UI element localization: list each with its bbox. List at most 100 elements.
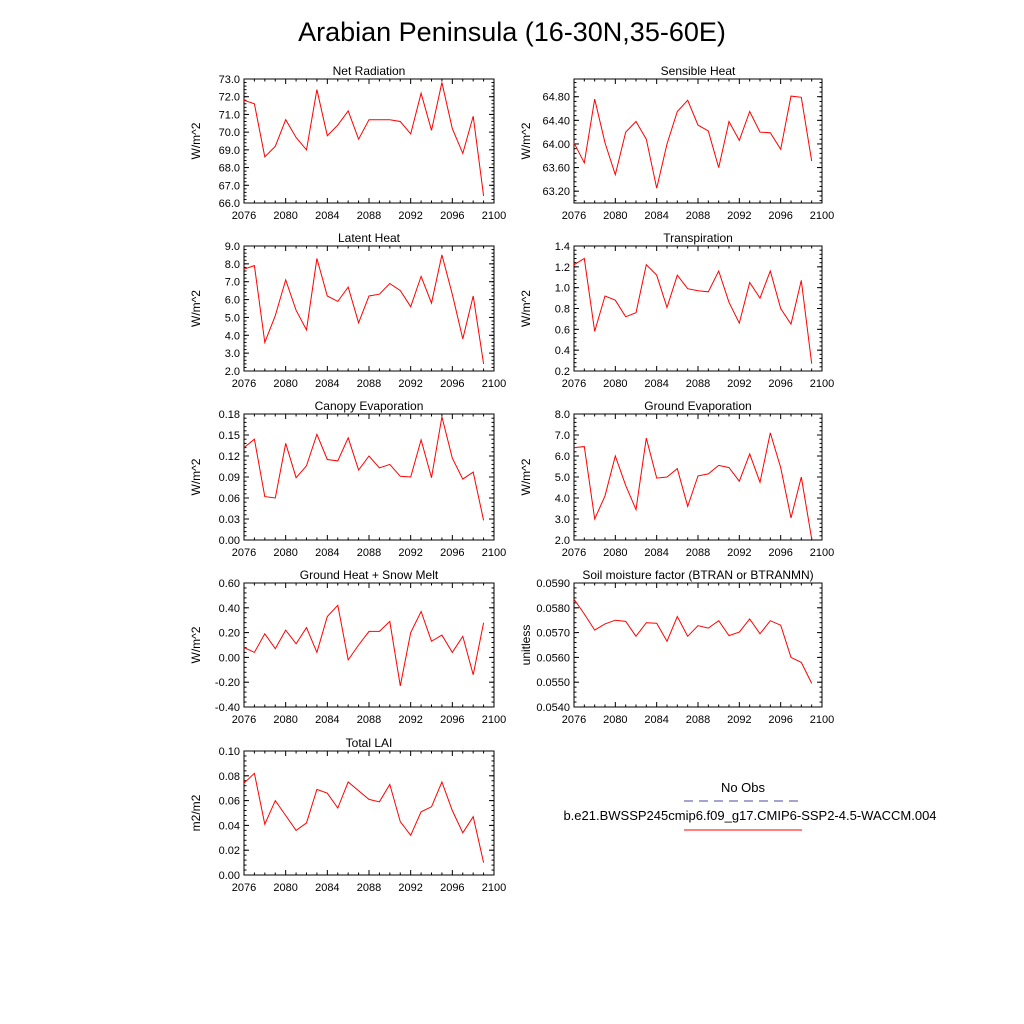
x-tick-label: 2084 [315, 882, 339, 894]
x-tick-label: 2088 [357, 378, 381, 390]
x-tick-label: 2096 [768, 547, 792, 559]
y-tick-label: 0.15 [219, 430, 240, 442]
x-tick-label: 2088 [686, 210, 710, 222]
y-tick-label: 6.0 [225, 295, 240, 307]
x-tick-label: 2076 [562, 547, 586, 559]
x-tick-label: 2088 [686, 547, 710, 559]
x-tick-label: 2084 [644, 378, 668, 390]
y-tick-label: 71.0 [219, 109, 240, 121]
x-tick-label: 2080 [603, 714, 627, 726]
y-tick-label: 0.06 [219, 796, 240, 808]
y-tick-label: 8.0 [555, 409, 570, 421]
x-tick-label: 2096 [440, 882, 464, 894]
y-tick-label: 7.0 [225, 277, 240, 289]
x-tick-label: 2100 [810, 210, 834, 222]
y-tick-label: 5.0 [225, 312, 240, 324]
y-tick-label: 0.10 [219, 746, 240, 758]
panel-2: Latent Heat W/m^2 2076 2080 2084 2088 2092 2096… [189, 231, 506, 390]
panel-title: Ground Heat + Snow Melt [300, 568, 439, 582]
y-tick-label: 66.0 [219, 198, 240, 210]
x-tick-label: 2080 [603, 210, 627, 222]
panels: Net Radiation W/m^2 2076 2080 2084 2088 2092 20… [189, 64, 834, 894]
x-tick-label: 2092 [727, 210, 751, 222]
x-tick-label: 2088 [686, 714, 710, 726]
y-tick-label: -0.40 [215, 702, 240, 714]
series-line [243, 772, 485, 863]
y-axis-label: W/m^2 [189, 626, 203, 663]
y-tick-label: 64.80 [542, 92, 570, 104]
y-tick-label: 64.40 [542, 115, 570, 127]
series-line [243, 82, 485, 196]
y-tick-label: 0.0570 [536, 628, 570, 640]
x-tick-label: 2076 [562, 714, 586, 726]
panel-title: Sensible Heat [661, 64, 736, 78]
x-tick-label: 2092 [398, 714, 422, 726]
y-tick-label: 0.8 [555, 304, 570, 316]
y-tick-label: 4.0 [225, 330, 240, 342]
panel-title: Transpiration [663, 231, 733, 245]
y-tick-label: 4.0 [555, 493, 570, 505]
x-tick-label: 2092 [727, 714, 751, 726]
x-tick-label: 2096 [768, 378, 792, 390]
x-tick-label: 2096 [440, 547, 464, 559]
x-tick-label: 2100 [810, 378, 834, 390]
y-tick-label: -0.20 [215, 677, 240, 689]
y-tick-label: 3.0 [555, 514, 570, 526]
y-tick-label: 0.60 [219, 578, 240, 590]
y-axis-label: W/m^2 [519, 458, 533, 495]
x-tick-label: 2080 [603, 547, 627, 559]
panel-title: Net Radiation [333, 64, 406, 78]
y-tick-label: 0.18 [219, 409, 240, 421]
x-tick-label: 2084 [315, 547, 339, 559]
y-tick-label: 69.0 [219, 145, 240, 157]
panel-0: Net Radiation W/m^2 2076 2080 2084 2088 2092 20… [189, 64, 506, 222]
y-tick-label: 0.20 [219, 628, 240, 640]
plot-frame [243, 78, 495, 204]
y-tick-label: 1.2 [555, 262, 570, 274]
x-tick-label: 2096 [768, 210, 792, 222]
y-tick-label: 8.0 [225, 259, 240, 271]
x-tick-label: 2076 [232, 210, 256, 222]
series-line [243, 254, 485, 364]
series-line [573, 257, 813, 364]
x-tick-label: 2084 [644, 210, 668, 222]
plot-frame [243, 582, 495, 708]
y-tick-label: 0.0550 [536, 677, 570, 689]
panel-7: Soil moisture factor (BTRAN or BTRANMN) u… [519, 568, 834, 726]
x-tick-label: 2076 [232, 547, 256, 559]
x-tick-label: 2080 [273, 714, 297, 726]
y-tick-label: 63.20 [542, 186, 570, 198]
plot-frame [243, 750, 495, 876]
panel-4: Canopy Evaporation W/m^2 2076 2080 2084 2088 2… [189, 399, 506, 559]
panel-title: Total LAI [346, 736, 393, 750]
plot-frame [243, 245, 495, 372]
y-tick-label: 64.00 [542, 139, 570, 151]
y-tick-label: 9.0 [225, 241, 240, 253]
panel-3: Transpiration W/m^2 2076 2080 2084 2088 2092 20… [519, 231, 834, 390]
x-tick-label: 2080 [273, 547, 297, 559]
y-axis-label: unitless [519, 625, 533, 666]
y-tick-label: 0.08 [219, 771, 240, 783]
x-tick-label: 2092 [727, 378, 751, 390]
y-tick-label: 0.00 [219, 870, 240, 882]
y-tick-label: 2.0 [555, 535, 570, 547]
x-tick-label: 2100 [482, 547, 506, 559]
y-tick-label: 7.0 [555, 430, 570, 442]
y-tick-label: 70.0 [219, 127, 240, 139]
x-tick-label: 2076 [232, 378, 256, 390]
figure-title: Arabian Peninsula (16-30N,35-60E) [298, 17, 726, 47]
y-tick-label: 6.0 [555, 451, 570, 463]
x-tick-label: 2088 [357, 882, 381, 894]
plot-frame [573, 78, 823, 204]
panel-8: Total LAI m2/m2 2076 2080 2084 2088 2092 2096 21… [189, 736, 506, 894]
x-tick-label: 2092 [398, 378, 422, 390]
x-tick-label: 2100 [482, 210, 506, 222]
panel-title: Latent Heat [338, 231, 401, 245]
x-tick-label: 2096 [440, 714, 464, 726]
y-tick-label: 73.0 [219, 74, 240, 86]
plot-frame [573, 582, 823, 708]
y-tick-label: 0.2 [555, 366, 570, 378]
y-tick-label: 3.0 [225, 348, 240, 360]
y-tick-label: 0.02 [219, 845, 240, 857]
